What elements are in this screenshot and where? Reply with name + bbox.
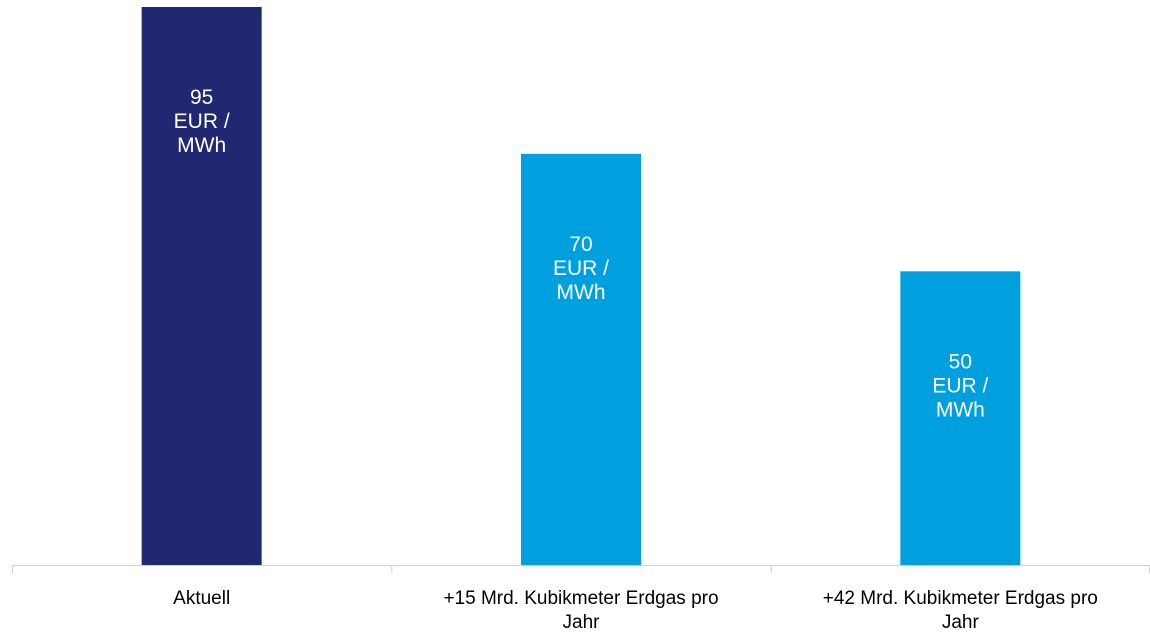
data-label-line: MWh (177, 134, 226, 157)
data-label-3: 50 EUR / MWh (932, 350, 988, 421)
data-label-line: MWh (557, 281, 606, 304)
data-label-line: 70 (569, 233, 592, 256)
data-label-line: 95 (190, 86, 213, 109)
bar-3 (900, 271, 1021, 565)
x-tick-label-line: +42 Mrd. Kubikmeter Erdgas pro (823, 588, 1098, 609)
data-label-line: EUR / (553, 257, 609, 280)
bar-2 (521, 153, 641, 565)
bar-1 (141, 7, 262, 565)
data-label-1: 95 EUR / MWh (174, 86, 230, 157)
data-label-line: 50 (949, 350, 972, 373)
x-tick-label-1: Aktuell (173, 588, 230, 609)
data-label-line: MWh (936, 398, 985, 421)
data-label-line: EUR / (932, 374, 988, 397)
x-tick-label-line: +15 Mrd. Kubikmeter Erdgas pro (443, 588, 718, 609)
bars-layer (141, 7, 1021, 565)
data-label-2: 70 EUR / MWh (553, 233, 609, 304)
x-tick-label-line: Jahr (563, 612, 601, 633)
x-tick-label-line: Aktuell (173, 588, 230, 609)
x-tick-label-line: Jahr (942, 612, 980, 633)
x-tick-label-2: +15 Mrd. Kubikmeter Erdgas pro Jahr (443, 588, 718, 633)
x-axis (12, 565, 1150, 573)
x-tick-labels: Aktuell +15 Mrd. Kubikmeter Erdgas pro Jah… (173, 588, 1098, 633)
x-tick-label-3: +42 Mrd. Kubikmeter Erdgas pro Jahr (823, 588, 1098, 633)
data-label-line: EUR / (174, 110, 230, 133)
